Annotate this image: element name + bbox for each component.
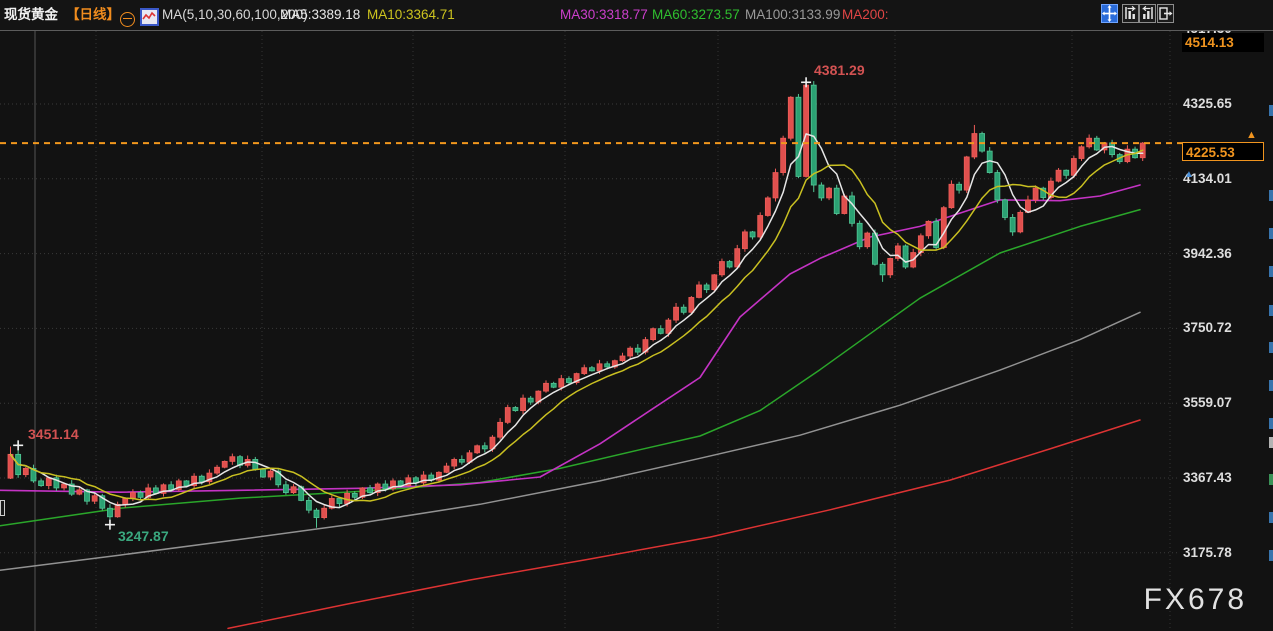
- indicator-chart-icon[interactable]: [140, 0, 159, 30]
- panel-exit-button[interactable]: [1157, 4, 1174, 23]
- axis-tick-label: 4325.65: [1183, 96, 1232, 111]
- session-high-box: 4514.13: [1182, 33, 1264, 52]
- pan-crosshair-button[interactable]: [1101, 4, 1118, 23]
- panel-right-button[interactable]: [1139, 4, 1156, 23]
- clipped-glyph-fragment: [1269, 105, 1273, 116]
- clipped-glyph-fragment: [1269, 342, 1273, 353]
- clipped-glyph-fragment: [1269, 305, 1273, 316]
- ma10-line: [9, 149, 1144, 502]
- ma200-line: [227, 419, 1141, 630]
- chart-header: 现货黄金 【日线】 MA(5,10,30,60,100,200) MA5:338…: [0, 0, 1273, 31]
- extreme-marker-plus: [801, 77, 812, 88]
- extreme-price-annotation: 3451.14: [28, 426, 79, 442]
- extreme-marker-plus: [13, 440, 24, 451]
- ma60-line: [0, 208, 1141, 527]
- axis-tick-label: 3367.43: [1183, 469, 1232, 485]
- clipped-glyph-fragment: [1269, 437, 1273, 448]
- instrument-title: 现货黄金: [4, 7, 58, 22]
- ma5-line: [9, 133, 1144, 509]
- clipped-glyph-fragment: [1269, 266, 1273, 277]
- axis-tick-label: 3750.72: [1183, 320, 1232, 336]
- axis-tick-label: 3559.07: [1183, 395, 1232, 411]
- panel-left-button[interactable]: [1122, 4, 1139, 23]
- timeframe-label[interactable]: 【日线】: [66, 7, 120, 22]
- ma-legend-item-ma10: MA10:3364.71: [367, 7, 455, 22]
- axis-tick-label: 3175.78: [1183, 544, 1232, 560]
- ma30-line: [0, 184, 1141, 494]
- price-alert-arrow-icon: ▲: [1246, 129, 1257, 142]
- clipped-axis-marker-icon: ▲: [1184, 169, 1194, 181]
- clipped-glyph-fragment: [1269, 512, 1273, 523]
- candles: [7, 81, 1146, 528]
- clipped-glyph-fragment: [1269, 228, 1273, 239]
- clipped-left-label-sliver: [0, 500, 5, 516]
- extreme-price-annotation: 3247.87: [118, 528, 169, 544]
- clipped-glyph-fragment: [1269, 550, 1273, 561]
- last-price-box: 4225.53: [1182, 141, 1264, 161]
- ma100-line: [0, 311, 1141, 572]
- ma-legend-item-ma5: MA5:3389.18: [280, 7, 361, 22]
- ma-legend-item-ma200: MA200:: [842, 7, 889, 22]
- fx678-watermark: FX678: [1143, 583, 1247, 616]
- ma-legend-item-ma100: MA100:3133.99: [745, 7, 841, 22]
- clipped-glyph-fragment: [1269, 190, 1273, 201]
- extreme-marker-plus: [104, 519, 115, 530]
- axis-tick-label: 3942.36: [1183, 245, 1232, 261]
- extreme-price-annotation: 4381.29: [814, 62, 865, 78]
- clipped-glyph-fragment: [1269, 474, 1273, 485]
- clipped-glyph-fragment: [1269, 418, 1273, 429]
- ma-legend-item-ma30: MA30:3318.77: [560, 7, 648, 22]
- axis-tick-label: 4134.01: [1183, 170, 1232, 186]
- clipped-glyph-fragment: [1269, 380, 1273, 391]
- ma-group-label: MA(5,10,30,60,100,200): [162, 7, 308, 22]
- collapse-icon[interactable]: [120, 0, 135, 30]
- ma-legend-item-ma60: MA60:3273.57: [652, 7, 740, 22]
